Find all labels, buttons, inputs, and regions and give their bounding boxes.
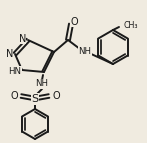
- Text: O: O: [70, 17, 78, 27]
- Text: O: O: [52, 91, 60, 101]
- Text: S: S: [31, 94, 39, 104]
- Text: O: O: [10, 91, 18, 101]
- Text: NH: NH: [78, 46, 91, 55]
- Text: N: N: [6, 49, 13, 59]
- Text: NH: NH: [35, 80, 49, 89]
- Text: HN: HN: [9, 66, 21, 76]
- Text: CH₃: CH₃: [124, 20, 138, 29]
- Text: N: N: [19, 34, 26, 44]
